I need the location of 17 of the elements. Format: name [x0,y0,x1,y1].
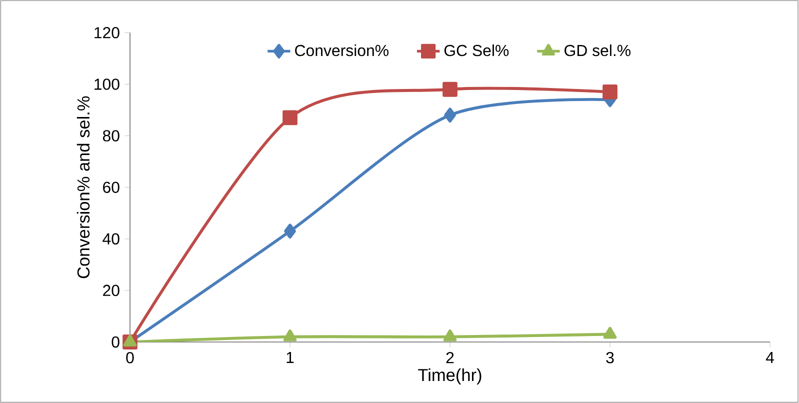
x-tick-label: 4 [766,352,774,363]
x-tick-label: 3 [606,352,614,364]
y-axis-title: Conversion% and sel.% [76,96,90,278]
x-tick-label: 2 [446,352,454,364]
y-tick-label: 0 [112,336,120,348]
legend-label: GC Sel% [444,44,509,56]
y-tick-label: 120 [94,27,120,38]
x-tick-label: 0 [126,352,134,364]
legend-label: Conversion% [295,44,388,56]
y-tick-label: 100 [94,78,120,90]
y-tick-label: 40 [102,233,120,245]
y-tick-label: 20 [103,284,120,296]
y-tick-label: 80 [102,130,120,142]
x-tick-label: 1 [286,352,294,363]
x-axis-title: Time(hr) [418,368,482,385]
y-tick-label: 60 [103,182,120,193]
legend-label: GD sel.% [564,44,630,56]
